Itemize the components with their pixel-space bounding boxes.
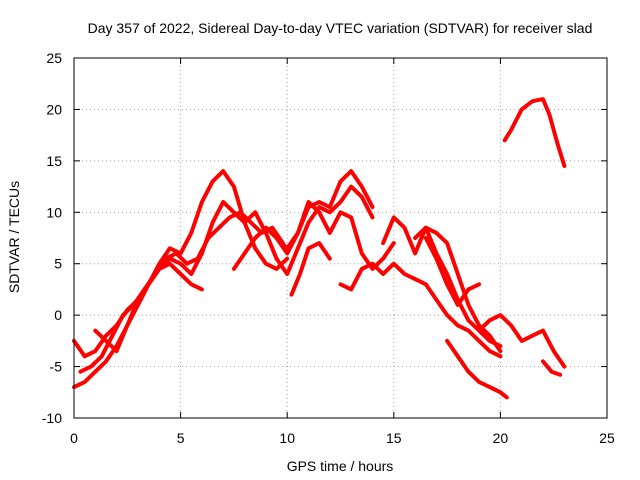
y-tick-label: 10 xyxy=(46,204,62,220)
x-tick-label: 10 xyxy=(279,430,295,446)
y-tick-label: 15 xyxy=(46,153,62,169)
series-line-arc-4 xyxy=(93,261,204,354)
x-axis-label: GPS time / hours xyxy=(287,458,394,474)
series-line-arc-14 xyxy=(477,313,567,369)
y-tick-label: -5 xyxy=(50,359,63,375)
y-tick-label: -10 xyxy=(42,410,62,426)
y-tick-label: 20 xyxy=(46,101,62,117)
series-group xyxy=(72,97,567,400)
plot-frame xyxy=(73,57,608,419)
series-line-arc-6 xyxy=(274,184,375,276)
series-line-arc-11 xyxy=(413,225,503,354)
series-line-arc-9 xyxy=(338,261,503,359)
x-tick-label: 25 xyxy=(599,430,615,446)
series-line-arc-16 xyxy=(502,97,567,168)
y-tick-label: 25 xyxy=(46,50,62,66)
y-tick-label: 0 xyxy=(54,307,62,323)
y-tick-label: 5 xyxy=(54,256,62,272)
x-tick-label: 0 xyxy=(70,430,78,446)
x-tick-label: 5 xyxy=(177,430,185,446)
series-line-arc-13 xyxy=(445,338,509,400)
y-axis-label: SDTVAR / TECUs xyxy=(6,181,22,293)
axis-ticks xyxy=(73,57,608,419)
series-line-arc-10 xyxy=(381,215,503,348)
series-line-arc-3 xyxy=(78,210,285,374)
series-line-arc-12 xyxy=(423,236,482,307)
series-line-arc-8 xyxy=(289,241,332,297)
tick-labels: 0 5 10 15 20 25 -10 -5 0 5 10 15 20 25 xyxy=(42,50,615,446)
grid xyxy=(74,58,607,418)
x-tick-label: 20 xyxy=(493,430,509,446)
chart-title: Day 357 of 2022, Sidereal Day-to-day VTE… xyxy=(88,20,593,36)
series-line-arc-15 xyxy=(541,359,563,377)
x-tick-label: 15 xyxy=(386,430,402,446)
series-line-arc-2 xyxy=(72,200,279,359)
